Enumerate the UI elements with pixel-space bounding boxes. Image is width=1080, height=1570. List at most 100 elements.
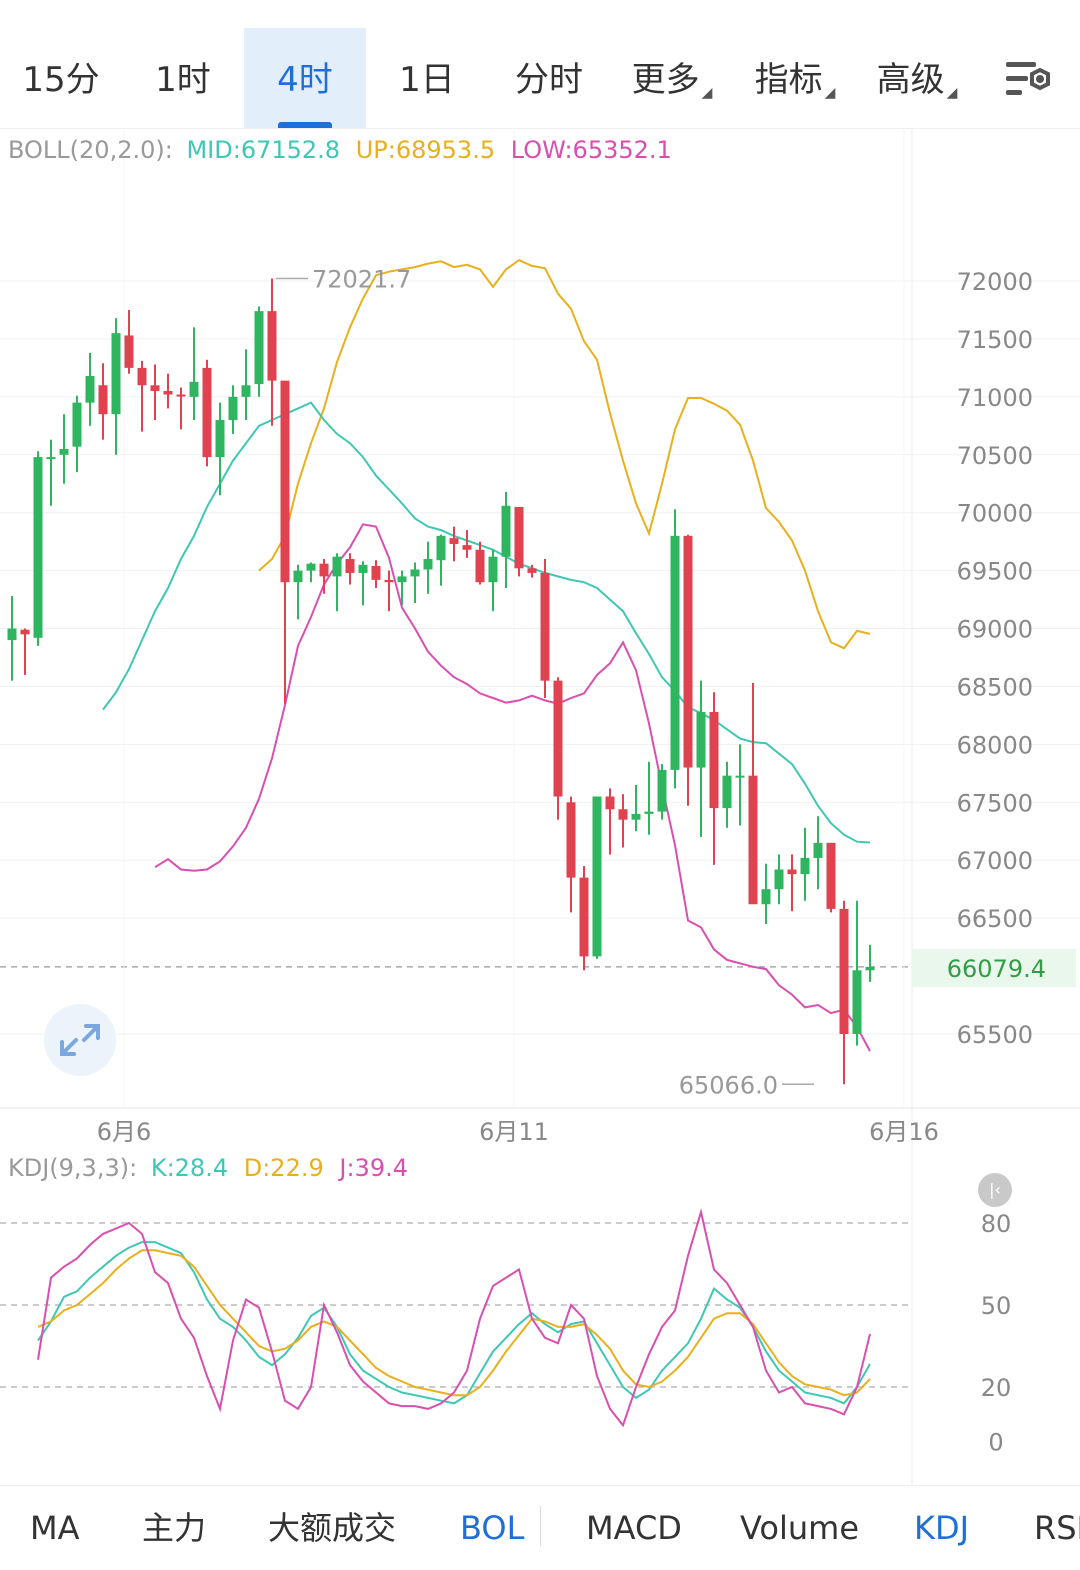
- kdj-legend-k: K:28.4: [151, 1154, 228, 1182]
- indicator-tab-ma-label: MA: [30, 1509, 80, 1547]
- indicator-tab-bol[interactable]: BOL: [460, 1486, 524, 1564]
- candle-down: [345, 559, 355, 573]
- candle-up: [631, 813, 641, 820]
- main-chart-grid: [0, 128, 1080, 1485]
- price-tick-label: 71500: [957, 326, 1033, 354]
- candle-up: [644, 811, 654, 814]
- candle-down: [98, 385, 108, 415]
- dropdown-corner-icon: ◢: [701, 85, 713, 101]
- tab-1h-label: 1时: [155, 60, 211, 100]
- indicator-tab-kdj-label: KDJ: [914, 1509, 970, 1547]
- candle-down: [20, 629, 30, 635]
- tab-15m[interactable]: 15分: [0, 28, 122, 128]
- candle-down: [826, 842, 836, 909]
- timeframe-bar: 15分 1时 4时 1日 分时 更多 ◢ 指标 ◢ 高级 ◢: [0, 0, 1080, 129]
- price-axis: 72000 71500 71000 70500 70000 69500 69000 68500…: [957, 268, 1033, 1049]
- kdj-tick-label: 20: [981, 1374, 1012, 1402]
- tab-1d[interactable]: 1日: [366, 28, 488, 128]
- candle-up: [306, 563, 316, 571]
- indicator-tab-rsi[interactable]: RSI: [1034, 1486, 1080, 1564]
- tab-4h[interactable]: 4时: [244, 28, 366, 128]
- tab-4h-label: 4时: [277, 60, 333, 100]
- candle-up: [423, 559, 433, 570]
- indicator-tab-main-force-label: 主力: [142, 1509, 207, 1547]
- tab-advanced[interactable]: 高级 ◢: [856, 28, 978, 128]
- price-tick-label: 68000: [957, 731, 1033, 759]
- kdj-lines: [37, 1208, 871, 1428]
- candle-up: [215, 420, 225, 458]
- dropdown-corner-icon: ◢: [946, 85, 958, 101]
- candle-down: [618, 809, 628, 820]
- candle-down: [267, 311, 277, 381]
- kline-chart-area[interactable]: 72021.7 65066.0 72000 71500 71000 70500 70000…: [0, 128, 1080, 1485]
- price-tick-label: 67500: [957, 789, 1033, 817]
- candle-up: [332, 556, 342, 577]
- tab-indicators[interactable]: 指标 ◢: [734, 28, 856, 128]
- kdj-tick-label: 0: [988, 1429, 1003, 1457]
- indicator-tab-bol-label: BOL: [460, 1509, 525, 1547]
- date-axis: 6月6 6月11 6月16: [97, 1118, 939, 1146]
- candle-up: [865, 966, 875, 971]
- indicator-tab-macd-label: MACD: [586, 1509, 682, 1547]
- indicator-tab-kdj[interactable]: KDJ: [914, 1486, 969, 1564]
- indicator-tab-large-trades-label: 大额成交: [268, 1509, 397, 1547]
- candle-up: [722, 775, 732, 809]
- price-tick-label: 69500: [957, 558, 1033, 586]
- candle-up: [813, 842, 823, 858]
- candle-up: [189, 381, 199, 397]
- candle-up: [670, 535, 680, 770]
- candle-down: [124, 335, 134, 368]
- tab-15m-label: 15分: [22, 60, 100, 100]
- price-markers: 72021.7 65066.0: [276, 265, 814, 1099]
- expand-arrows-icon: [60, 1024, 100, 1056]
- boll-upper-line: [258, 258, 871, 650]
- date-tick-label: 6月6: [97, 1118, 152, 1146]
- indicator-tab-rsi-label: RSI: [1034, 1509, 1080, 1547]
- indicator-tab-ma[interactable]: MA: [30, 1486, 80, 1564]
- candle-up: [293, 570, 303, 583]
- candle-up: [111, 333, 121, 415]
- candle-down: [449, 538, 459, 544]
- price-tick-label: 69000: [957, 616, 1033, 644]
- expand-fullscreen-button[interactable]: [44, 1004, 116, 1076]
- indicator-tab-large-trades[interactable]: 大额成交: [268, 1486, 396, 1564]
- boll-legend: BOLL(20,2.0): MID:67152.8 UP:68953.5 LOW…: [8, 136, 672, 164]
- candle-down: [475, 549, 485, 583]
- active-tab-indicator: [278, 122, 332, 128]
- candle-up: [254, 311, 264, 385]
- indicator-tab-volume-label: Volume: [740, 1509, 860, 1547]
- indicator-divider: [540, 1506, 541, 1546]
- candle-up: [501, 505, 511, 557]
- candle-up: [735, 775, 745, 778]
- indicator-tab-macd[interactable]: MACD: [586, 1486, 682, 1564]
- tab-more-label: 更多: [631, 60, 700, 100]
- candle-down: [540, 572, 550, 681]
- collapse-indicator-icon[interactable]: |‹: [978, 1173, 1012, 1207]
- chart-settings-icon[interactable]: [1000, 56, 1060, 104]
- tab-1h[interactable]: 1时: [122, 28, 244, 128]
- indicator-tab-main-force[interactable]: 主力: [142, 1486, 206, 1564]
- price-tick-label: 70500: [957, 442, 1033, 470]
- candle-down: [202, 367, 212, 458]
- indicator-tab-volume[interactable]: Volume: [740, 1486, 859, 1564]
- candle-up: [72, 402, 82, 447]
- tab-timeshare[interactable]: 分时: [488, 28, 610, 128]
- high-marker-label: 72021.7: [312, 265, 411, 293]
- price-tick-label: 66500: [957, 905, 1033, 933]
- candle-down: [748, 775, 758, 905]
- tab-more[interactable]: 更多 ◢: [610, 28, 734, 128]
- candle-down: [683, 535, 693, 768]
- tab-timeshare-label: 分时: [515, 60, 583, 100]
- current-price-label: 66079.4: [912, 949, 1076, 987]
- candle-down: [553, 680, 563, 797]
- boll-legend-name: BOLL(20,2.0):: [8, 136, 173, 164]
- current-price-value: 66079.4: [946, 955, 1046, 983]
- candle-down: [527, 568, 537, 573]
- candle-down: [384, 579, 394, 583]
- price-tick-label: 68500: [957, 673, 1033, 701]
- candle-down: [150, 385, 160, 392]
- candle-up: [488, 556, 498, 583]
- candle-up: [7, 628, 17, 641]
- tab-indicators-label: 指标: [754, 60, 823, 100]
- price-tick-label: 71000: [957, 384, 1033, 412]
